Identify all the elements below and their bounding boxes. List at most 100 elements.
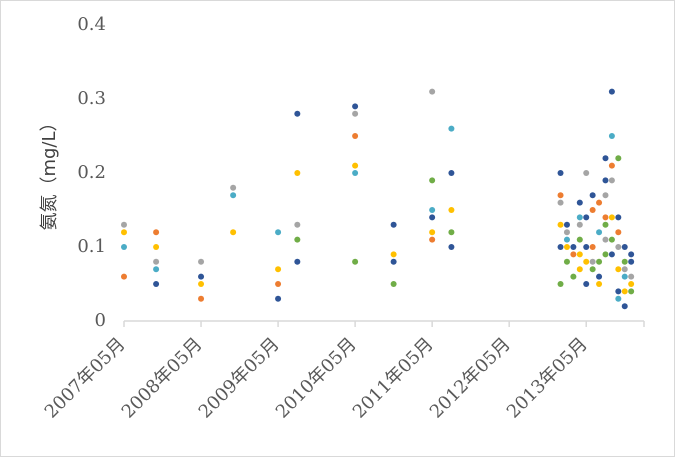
data-point [628,251,635,258]
data-point [294,236,301,243]
data-point [602,236,609,243]
data-point [557,170,564,176]
data-point [153,229,160,236]
data-point [621,258,628,265]
data-point [390,251,397,258]
data-point [448,170,455,176]
data-point [589,244,596,250]
data-point [576,199,583,206]
data-point [628,288,635,295]
data-point [608,177,615,184]
data-point [121,244,127,250]
data-point [628,258,635,265]
data-point [121,221,127,228]
data-point [615,155,622,162]
data-point [198,295,205,302]
data-point [429,214,436,221]
data-point [596,199,603,206]
data-point [608,88,615,95]
data-point [615,214,622,221]
y-tick-label: 0 [95,310,106,331]
data-point [583,244,590,250]
data-point [570,251,577,258]
data-point [583,258,590,265]
data-point [621,273,628,280]
data-point [230,229,237,236]
data-point [570,273,577,280]
data-point [153,258,160,265]
data-point [602,214,609,221]
data-point [198,258,205,265]
data-point [596,281,603,287]
data-point [621,266,628,273]
y-axis-title: 氨氮（mg/L） [39,113,60,230]
data-point [628,281,635,287]
data-point [448,207,455,213]
data-point [390,221,397,228]
data-point [621,244,628,250]
data-point [352,170,359,176]
data-point [294,221,301,228]
data-point [563,258,570,265]
data-point [576,251,583,258]
data-point [608,236,615,243]
data-point [429,229,436,236]
data-point [576,236,583,243]
data-point [275,281,282,287]
data-point [557,244,564,250]
data-point [608,133,615,139]
data-point [352,258,359,265]
data-point [352,133,359,139]
x-tick-label: 2010年05月 [272,334,361,423]
data-point [429,177,436,184]
data-point [448,125,455,132]
data-point [390,281,397,287]
data-point [602,221,609,228]
data-point [615,295,622,302]
data-point [576,221,583,228]
data-point [557,199,564,206]
data-point [589,258,596,265]
data-point [352,162,359,169]
data-point [352,103,359,110]
data-point [596,229,603,236]
data-point [608,251,615,258]
data-point [153,244,160,250]
data-point [608,162,615,169]
x-tick-label: 2013年05月 [503,334,592,423]
data-point [563,236,570,243]
data-point [448,229,455,236]
data-point [429,88,436,95]
data-point [275,295,282,302]
data-point [563,221,570,228]
data-point [576,266,583,273]
data-point [557,192,564,199]
data-point [294,170,301,176]
data-point [615,244,622,250]
data-point [615,229,622,236]
data-point [570,244,577,250]
data-point [153,266,160,273]
data-point [608,214,615,221]
x-tick-label: 2007年05月 [41,334,130,423]
data-point [602,251,609,258]
data-point [198,273,205,280]
data-point [583,281,590,287]
data-point [615,266,622,273]
y-tick-label: 0.3 [77,88,106,109]
data-point [615,288,622,295]
x-tick-label: 2009年05月 [195,334,284,423]
data-point [621,288,628,295]
data-point [230,192,237,199]
data-point [563,229,570,236]
y-tick-label: 0.2 [77,162,106,183]
data-point [596,258,603,265]
data-point [589,207,596,213]
data-point [275,266,282,273]
data-point [198,281,205,287]
data-point [628,273,635,280]
data-point [352,110,359,117]
data-point [230,184,237,191]
y-tick-label: 0.1 [77,236,106,257]
